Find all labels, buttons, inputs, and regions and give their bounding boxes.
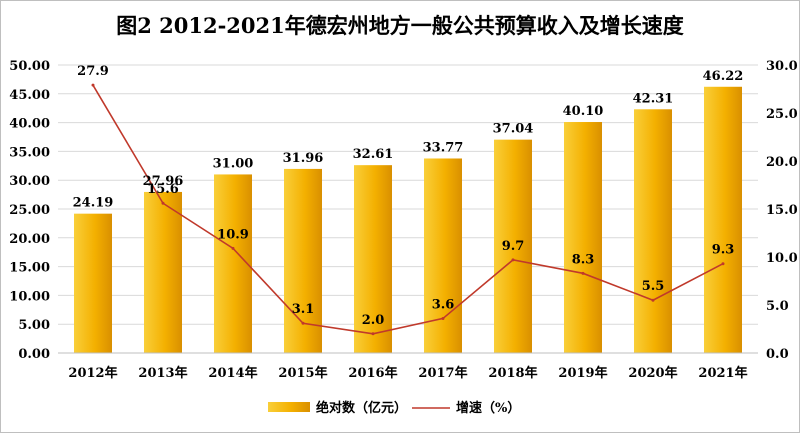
x-tick-label: 2013年	[138, 365, 187, 381]
bar-value-label: 27.96	[143, 174, 184, 189]
legend-line-label: 增速（%）	[456, 400, 520, 416]
y-left-tick-label: 50.00	[9, 59, 50, 74]
bar-value-label: 37.04	[493, 122, 534, 137]
y-right-tick-label: 20.0	[766, 155, 798, 170]
line-point	[301, 321, 305, 325]
y-left-tick-label: 40.00	[9, 117, 50, 132]
x-tick-label: 2014年	[208, 365, 257, 381]
line-value-label: 9.7	[502, 239, 525, 254]
x-tick-label: 2015年	[278, 365, 327, 381]
line-point	[511, 258, 515, 262]
bar	[634, 109, 672, 353]
y-right-tick-label: 15.0	[766, 203, 798, 218]
bar	[564, 122, 602, 353]
y-left-tick-label: 30.00	[9, 174, 50, 189]
y-left-tick-label: 35.00	[9, 145, 50, 160]
bar-value-label: 32.61	[353, 147, 394, 162]
y-left-tick-label: 45.00	[9, 88, 50, 103]
line-point	[231, 246, 235, 250]
bar	[144, 191, 182, 353]
line-value-label: 10.9	[217, 227, 249, 242]
bar-value-label: 46.22	[703, 69, 744, 84]
x-tick-label: 2018年	[488, 365, 537, 381]
bar	[704, 86, 742, 353]
data-labels: 24.19 27.96 31.00 31.96 32.61 33.77 37.04 40.10…	[73, 64, 744, 328]
y-left-tick-label: 20.00	[9, 232, 50, 247]
line-value-label: 9.3	[712, 243, 735, 258]
axes: 0.00 5.00 10.00 15.00 20.00 25.00 30.00 35.00 40…	[9, 59, 797, 381]
bar	[494, 139, 532, 353]
x-tick-label: 2019年	[558, 365, 607, 381]
bar-value-label: 31.00	[213, 156, 254, 171]
bar-value-label: 24.19	[73, 196, 114, 211]
line-point	[651, 298, 655, 302]
line-series	[91, 83, 725, 336]
x-tick-label: 2016年	[348, 365, 397, 381]
line-point	[721, 262, 725, 266]
bar-value-label: 33.77	[423, 140, 464, 155]
bar	[214, 174, 252, 353]
legend-bar-swatch	[268, 402, 310, 412]
line-value-label: 5.5	[642, 279, 665, 294]
bar	[74, 213, 112, 353]
line-value-label: 3.1	[292, 302, 315, 317]
line-point	[441, 316, 445, 320]
line-point	[581, 271, 585, 275]
y-right-tick-label: 25.0	[766, 107, 798, 122]
line-point	[91, 83, 95, 87]
x-tick-label: 2017年	[418, 365, 467, 381]
bar-value-label: 42.31	[633, 91, 674, 106]
bar	[354, 165, 392, 353]
line-value-label: 8.3	[572, 252, 595, 267]
line-point	[161, 201, 165, 205]
line-value-label: 27.9	[77, 64, 109, 79]
legend: 绝对数（亿元） 增速（%）	[268, 400, 520, 416]
bar-value-label: 31.96	[283, 151, 324, 166]
y-left-tick-label: 5.00	[18, 318, 50, 333]
y-right-tick-label: 0.0	[766, 347, 789, 362]
y-right-tick-label: 10.0	[766, 251, 798, 266]
growth-line	[92, 84, 724, 335]
y-left-tick-label: 25.00	[9, 203, 50, 218]
legend-bar-label: 绝对数（亿元）	[316, 400, 407, 416]
bar	[424, 158, 462, 353]
line-value-label: 15.6	[147, 182, 179, 197]
line-value-label: 3.6	[432, 297, 455, 312]
x-tick-label: 2021年	[698, 365, 747, 381]
y-right-tick-label: 30.0	[766, 59, 798, 74]
bar-series	[74, 86, 742, 353]
x-tick-label: 2020年	[628, 365, 677, 381]
y-left-tick-label: 10.00	[9, 289, 50, 304]
y-left-tick-label: 0.00	[18, 347, 50, 362]
y-left-tick-label: 15.00	[9, 261, 50, 276]
x-tick-label: 2012年	[68, 365, 117, 381]
chart-title: 图2 2012-2021年德宏州地方一般公共预算收入及增长速度	[116, 13, 684, 38]
y-right-tick-label: 5.0	[766, 299, 789, 314]
line-point	[371, 332, 375, 336]
line-value-label: 2.0	[362, 313, 385, 328]
bar-value-label: 40.10	[563, 104, 604, 119]
